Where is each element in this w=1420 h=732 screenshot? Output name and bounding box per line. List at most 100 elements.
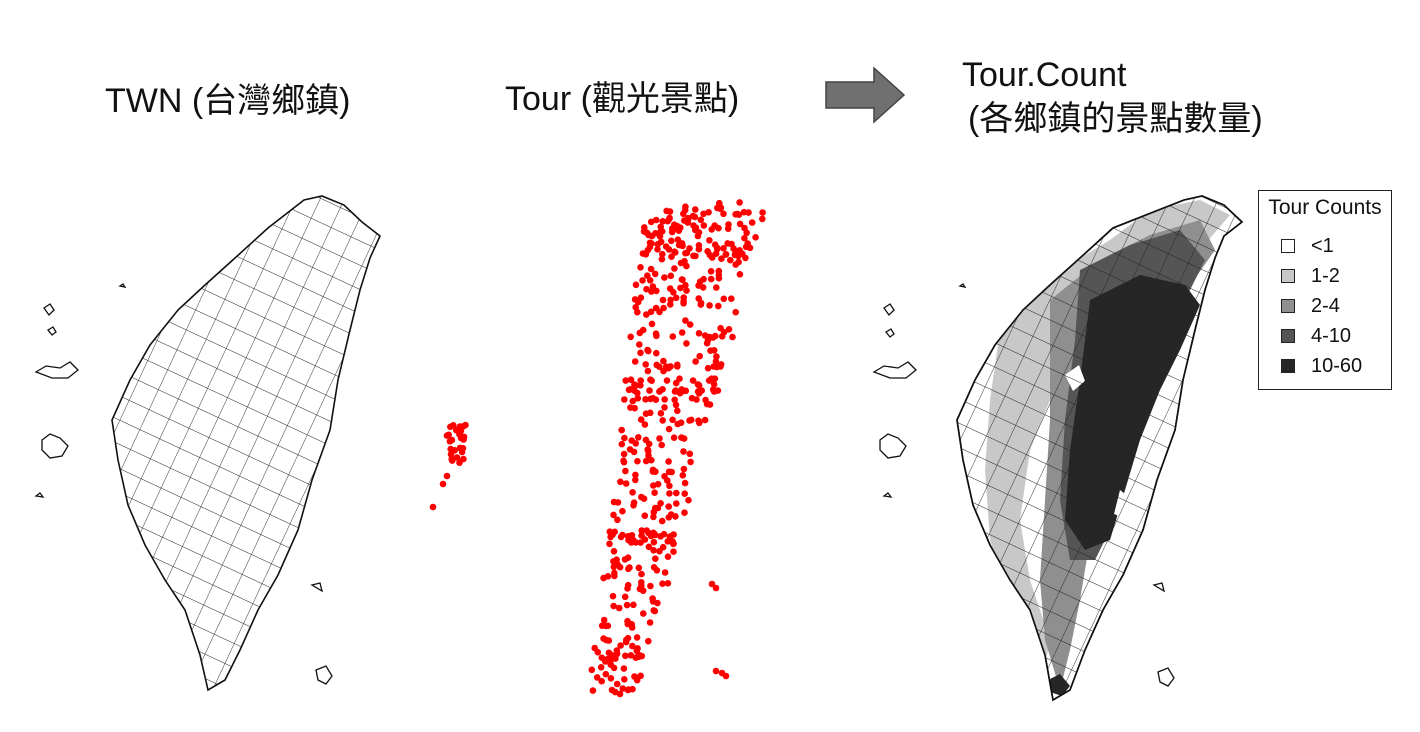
tour-point — [722, 251, 730, 258]
tour-point — [617, 478, 624, 486]
tour-point — [621, 593, 629, 601]
tour-point — [691, 213, 699, 221]
tour-point — [598, 654, 606, 661]
tour-point — [661, 274, 668, 281]
tour-point — [695, 242, 703, 249]
tour-point — [643, 285, 650, 293]
tour-point — [647, 308, 655, 316]
tour-point — [647, 582, 654, 590]
tour-point — [651, 489, 658, 497]
tour-point — [628, 624, 636, 631]
tour-point — [728, 295, 735, 303]
tour-point — [656, 387, 664, 395]
tour-point — [661, 396, 668, 403]
tour-point — [686, 450, 694, 458]
tour-point — [641, 224, 648, 231]
tour-point — [648, 288, 655, 295]
tour-count-subtitle: (各鄉鎮的景點數量) — [968, 100, 1263, 138]
tour-point — [631, 381, 638, 388]
tour-point — [453, 454, 461, 461]
tour-point — [695, 390, 703, 397]
tour-point — [622, 377, 629, 384]
tour-point — [607, 656, 615, 663]
tour-point — [707, 268, 715, 275]
tour-point — [697, 216, 705, 224]
tour-point — [669, 416, 676, 424]
tour-point — [732, 308, 739, 316]
legend-label: 10-60 — [1311, 354, 1363, 377]
tour-point — [708, 580, 716, 588]
legend-swatch — [1281, 359, 1295, 373]
tour-point — [668, 253, 675, 260]
tour-point — [671, 248, 678, 255]
tour-point — [645, 452, 652, 459]
tour-point — [642, 251, 650, 258]
tour-point — [462, 421, 469, 429]
tour-point — [619, 507, 626, 515]
tour-point — [617, 642, 624, 649]
tour-point — [645, 637, 652, 645]
tour-point — [627, 376, 635, 384]
tour-point — [720, 245, 727, 252]
tour-point — [700, 222, 708, 229]
tour-point — [646, 619, 654, 626]
tour-point — [606, 528, 614, 535]
tour-point — [448, 436, 456, 444]
tour-point — [458, 448, 466, 456]
tour-point — [631, 387, 638, 394]
tour-point — [666, 482, 673, 490]
twn-title: TWN (台灣鄉鎮) — [105, 82, 351, 120]
tour-point — [631, 404, 638, 412]
legend-swatch — [1281, 329, 1295, 343]
tour-point — [657, 533, 664, 540]
tour-point — [671, 265, 678, 272]
tour-point — [688, 416, 695, 424]
tour-point — [736, 271, 744, 278]
tour-point — [713, 353, 720, 360]
tour-point — [658, 255, 666, 263]
tour-point — [683, 287, 690, 294]
tour-point — [673, 222, 681, 230]
legend-item: 4-10 — [1281, 325, 1351, 347]
tour-point — [611, 569, 618, 577]
tour-point — [657, 223, 664, 231]
tour-point — [712, 358, 720, 365]
tour-point — [641, 421, 649, 428]
tour-point — [629, 538, 636, 545]
tour-point — [643, 311, 650, 318]
tour-point — [667, 272, 675, 280]
tour-point — [607, 661, 614, 668]
tour-point — [642, 436, 650, 444]
tour-point — [594, 648, 602, 656]
tour-point — [646, 387, 653, 394]
tour-point — [696, 419, 703, 427]
tour-point — [624, 532, 632, 540]
tour-point — [622, 480, 630, 487]
tour-point — [622, 652, 629, 660]
tour-point — [659, 580, 666, 587]
tour-point — [619, 685, 627, 692]
tour-point — [729, 333, 736, 341]
tour-point — [642, 457, 650, 465]
tour-point — [651, 270, 659, 278]
tour-point — [706, 237, 713, 244]
tour-point — [734, 210, 741, 218]
tour-point — [630, 601, 637, 609]
tour-point — [600, 616, 608, 624]
tour-point — [711, 375, 719, 383]
tour-point — [658, 441, 665, 449]
tour-point — [739, 250, 746, 258]
tour-point — [684, 216, 692, 224]
tour-point — [681, 479, 689, 487]
tour-point — [647, 265, 655, 273]
tour-point — [681, 206, 689, 214]
tour-point — [715, 224, 722, 232]
tour-point — [652, 396, 660, 404]
tour-point — [674, 363, 681, 370]
tour-point — [682, 317, 689, 324]
tour-point — [688, 394, 696, 402]
tour-point — [680, 448, 687, 455]
tour-point — [664, 580, 672, 587]
